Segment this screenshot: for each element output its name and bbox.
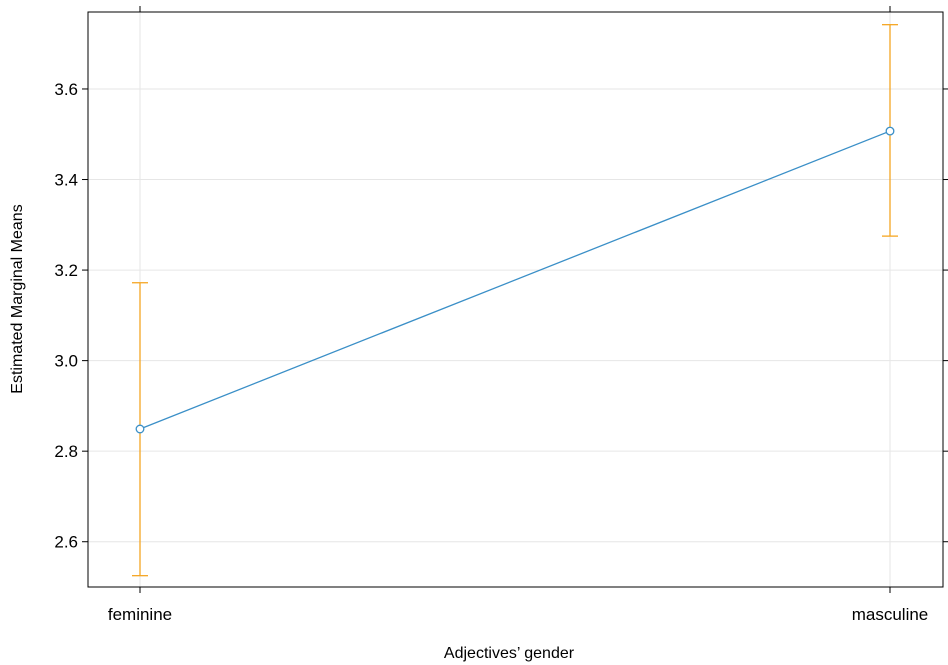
x-tick-label: feminine (108, 605, 172, 624)
y-tick-label: 2.6 (54, 533, 78, 552)
axis-ticks (82, 6, 948, 593)
y-tick-label: 3.6 (54, 80, 78, 99)
gridlines (88, 12, 943, 587)
error-bars (132, 24, 898, 577)
x-tick-labels: feminine masculine (108, 605, 928, 624)
x-tick-label: masculine (852, 605, 929, 624)
y-tick-label: 3.2 (54, 261, 78, 280)
y-tick-label: 3.4 (54, 171, 78, 190)
series-line (139, 130, 891, 430)
plot-frame (87, 11, 944, 588)
y-tick-labels: 2.6 2.8 3.0 3.2 3.4 3.6 (54, 80, 78, 552)
data-point (135, 424, 145, 434)
y-tick-label: 3.0 (54, 352, 78, 371)
y-axis-label: Estimated Marginal Means (9, 204, 26, 393)
series-line (139, 130, 891, 430)
x-axis-label: Adjectives’ gender (444, 645, 575, 662)
data-points (135, 126, 895, 434)
y-tick-label: 2.8 (54, 442, 78, 461)
data-point (885, 126, 895, 136)
